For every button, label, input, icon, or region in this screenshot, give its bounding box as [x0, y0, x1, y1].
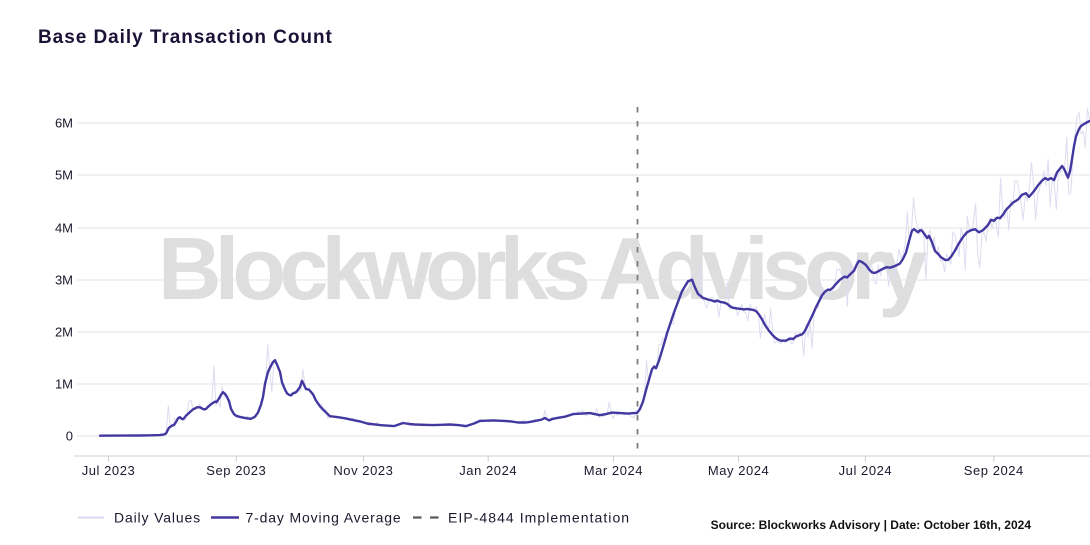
svg-text:EIP-4844 Implementation: EIP-4844 Implementation	[448, 510, 630, 526]
svg-text:Mar 2024: Mar 2024	[584, 463, 643, 478]
svg-text:Jul 2024: Jul 2024	[839, 463, 893, 478]
svg-text:0: 0	[66, 429, 73, 444]
svg-text:Blockworks Advisory: Blockworks Advisory	[158, 219, 927, 318]
svg-text:4M: 4M	[55, 221, 73, 236]
svg-text:5M: 5M	[55, 168, 73, 183]
svg-text:2M: 2M	[55, 325, 73, 340]
svg-text:Base Daily Transaction Count: Base Daily Transaction Count	[38, 27, 333, 48]
svg-text:7-day Moving Average: 7-day Moving Average	[246, 510, 402, 526]
svg-text:1M: 1M	[55, 377, 73, 392]
svg-text:Jan 2024: Jan 2024	[459, 463, 517, 478]
svg-text:May 2024: May 2024	[708, 463, 770, 478]
svg-text:Jul 2023: Jul 2023	[82, 463, 136, 478]
svg-text:Daily Values: Daily Values	[114, 510, 201, 526]
svg-text:Source: Blockworks Advisory |: Source: Blockworks Advisory | Date: Octo…	[711, 518, 1032, 532]
svg-text:Sep 2024: Sep 2024	[964, 463, 1024, 478]
svg-text:Sep 2023: Sep 2023	[206, 463, 266, 478]
svg-text:Nov 2023: Nov 2023	[333, 463, 393, 478]
svg-text:3M: 3M	[55, 273, 73, 288]
svg-text:6M: 6M	[55, 116, 73, 131]
